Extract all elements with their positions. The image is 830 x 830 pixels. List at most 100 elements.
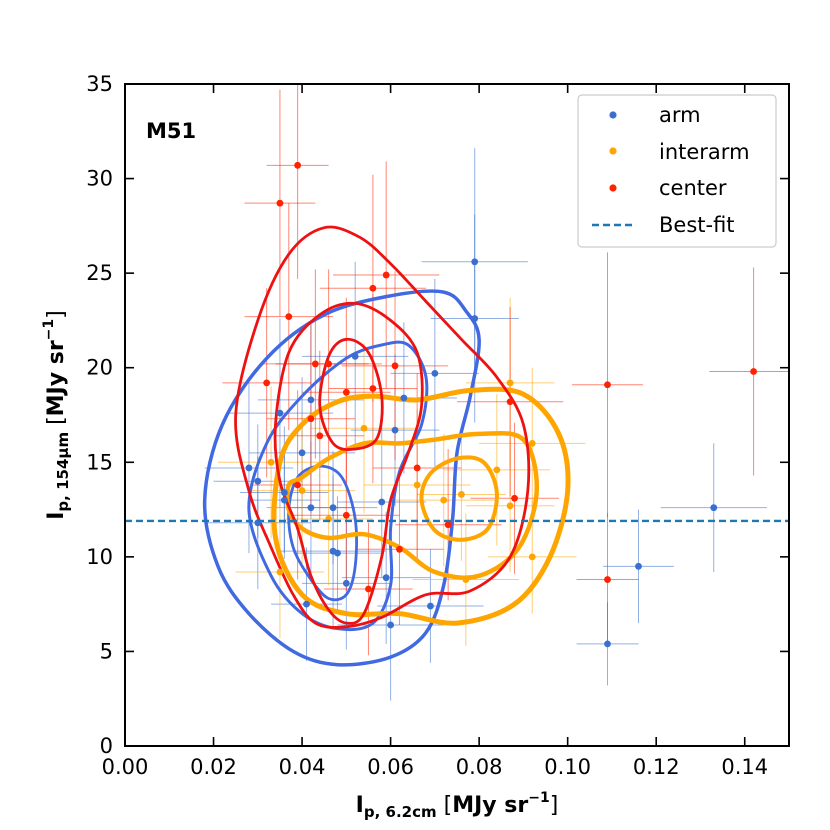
point-interarm bbox=[276, 568, 284, 576]
legend: arm interarm center Best-fit bbox=[577, 94, 777, 248]
point-arm bbox=[276, 409, 284, 417]
point-arm bbox=[391, 426, 399, 434]
point-center bbox=[604, 576, 611, 583]
contour-interarm-mid bbox=[284, 430, 539, 580]
point-arm bbox=[635, 562, 642, 570]
point-arm bbox=[307, 504, 315, 512]
point-interarm bbox=[506, 379, 514, 387]
y-tick-label: 25 bbox=[86, 261, 113, 285]
point-arm bbox=[329, 504, 337, 512]
point-arm bbox=[387, 621, 394, 629]
point-center bbox=[369, 284, 377, 292]
x-axis: 0.00 0.02 0.04 0.06 0.08 0.10 0.12 0.14 bbox=[102, 84, 768, 779]
y-tick-label: 35 bbox=[86, 72, 113, 96]
contour-center-inner bbox=[318, 337, 384, 451]
legend-marker-interarm bbox=[609, 147, 617, 155]
y-axis-title-open: [ bbox=[44, 416, 69, 432]
x-axis-title-open: [ bbox=[437, 793, 453, 818]
x-tick-label: 0.12 bbox=[633, 755, 680, 779]
point-arm bbox=[280, 489, 288, 496]
point-arm bbox=[307, 396, 315, 404]
point-center bbox=[511, 494, 518, 502]
x-axis-title-units-sup: −1 bbox=[528, 790, 549, 806]
point-center bbox=[369, 385, 377, 392]
point-arm bbox=[342, 579, 350, 587]
legend-marker-center bbox=[609, 184, 617, 192]
y-axis-title: Ip, 154μm [MJy sr−1] bbox=[41, 310, 72, 520]
point-arm bbox=[303, 600, 310, 608]
point-center bbox=[276, 199, 284, 207]
legend-label-center: center bbox=[659, 176, 727, 200]
x-axis-title-close: ] bbox=[550, 793, 559, 818]
y-tick-label: 5 bbox=[100, 639, 113, 663]
point-arm bbox=[298, 449, 306, 457]
point-arm bbox=[254, 477, 262, 485]
contour-center-mid bbox=[273, 301, 424, 625]
y-tick-label: 30 bbox=[86, 167, 113, 191]
point-arm bbox=[351, 352, 359, 360]
contour-interarm-inner bbox=[419, 455, 499, 542]
contour-center-outer bbox=[234, 225, 531, 629]
point-interarm bbox=[528, 553, 536, 561]
point-center bbox=[307, 415, 315, 423]
point-arm bbox=[400, 394, 408, 402]
point-interarm bbox=[440, 496, 448, 504]
point-arm bbox=[471, 258, 479, 266]
point-interarm bbox=[528, 439, 536, 447]
x-tick-label: 0.08 bbox=[456, 755, 503, 779]
x-tick-label: 0.14 bbox=[721, 755, 768, 779]
point-center bbox=[506, 398, 514, 406]
point-arm bbox=[334, 549, 341, 557]
point-center bbox=[396, 545, 403, 553]
y-axis-title-units: MJy sr bbox=[44, 340, 69, 416]
x-axis-title-main: I bbox=[356, 793, 364, 818]
x-tick-label: 0.04 bbox=[279, 755, 326, 779]
y-axis: 0 5 10 15 20 25 30 35 bbox=[86, 72, 789, 758]
legend-label-interarm: interarm bbox=[659, 140, 750, 164]
point-center bbox=[382, 271, 390, 279]
y-axis-title-close: ] bbox=[44, 310, 69, 319]
point-interarm bbox=[267, 458, 275, 466]
point-interarm bbox=[462, 576, 470, 583]
x-tick-label: 0.06 bbox=[367, 755, 414, 779]
contour-arm-outer bbox=[202, 289, 481, 667]
point-center bbox=[263, 379, 271, 387]
point-arm bbox=[382, 574, 390, 582]
points-layer bbox=[245, 161, 757, 648]
point-center bbox=[294, 481, 302, 489]
point-arm bbox=[427, 602, 434, 610]
point-interarm bbox=[413, 481, 421, 489]
y-axis-title-sub: p, 154μm bbox=[54, 432, 72, 512]
point-arm bbox=[604, 640, 611, 648]
x-axis-title: Ip, 6.2cm [MJy sr−1] bbox=[356, 790, 559, 821]
point-arm bbox=[431, 369, 439, 377]
legend-marker-arm bbox=[609, 111, 617, 119]
point-interarm bbox=[360, 424, 368, 432]
legend-label-best-fit: Best-fit bbox=[659, 213, 735, 237]
point-arm bbox=[245, 464, 253, 472]
point-center bbox=[316, 432, 324, 440]
y-tick-label: 15 bbox=[86, 450, 113, 474]
point-interarm bbox=[298, 487, 306, 495]
point-center bbox=[342, 511, 350, 519]
point-center bbox=[325, 360, 333, 368]
point-center bbox=[444, 521, 452, 529]
point-arm bbox=[710, 504, 718, 512]
point-center bbox=[391, 362, 399, 370]
x-tick-label: 0.02 bbox=[190, 755, 237, 779]
annotation-label: M51 bbox=[146, 119, 196, 143]
point-arm bbox=[280, 496, 288, 504]
point-center bbox=[413, 464, 421, 472]
y-axis-title-main: I bbox=[44, 512, 69, 520]
point-interarm bbox=[506, 502, 514, 510]
point-interarm bbox=[458, 491, 465, 498]
y-axis-title-units-sup: −1 bbox=[41, 319, 57, 340]
legend-label-arm: arm bbox=[659, 103, 701, 127]
point-center bbox=[285, 313, 293, 321]
x-tick-label: 0.10 bbox=[544, 755, 591, 779]
y-tick-label: 20 bbox=[86, 356, 113, 380]
point-arm bbox=[471, 315, 479, 322]
point-center bbox=[365, 585, 372, 593]
x-axis-title-units: MJy sr bbox=[452, 793, 528, 818]
